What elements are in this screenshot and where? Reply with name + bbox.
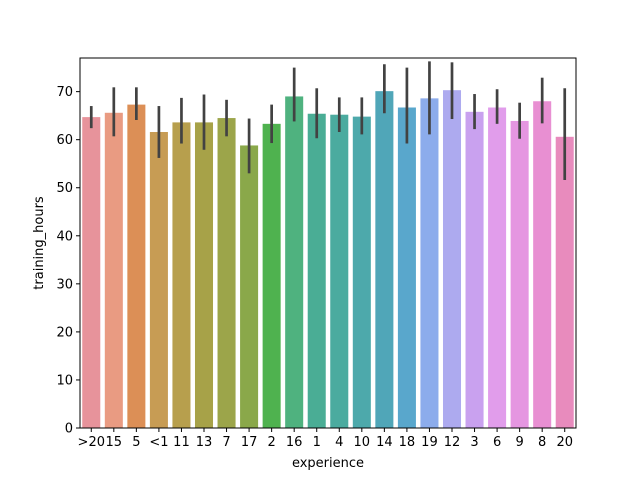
x-tick-label-15: 19 <box>421 435 438 450</box>
bar-17 <box>465 111 484 429</box>
y-tick-label-5: 50 <box>56 181 73 196</box>
bar-5 <box>194 122 214 428</box>
x-tick-label-2: 5 <box>132 435 140 450</box>
bar-19 <box>510 120 529 428</box>
bar-11 <box>330 114 349 429</box>
bar-3 <box>149 132 168 428</box>
x-tick-label-10: 1 <box>313 435 321 450</box>
x-axis: >20 15 5 <1 11 13 7 17 2 16 1 4 10 14 18 19 12 3 6 9 8 20 <box>78 428 573 450</box>
bar-6 <box>217 118 236 428</box>
x-tick-label-18: 6 <box>493 435 501 450</box>
x-tick-label-4: 11 <box>173 435 190 450</box>
x-tick-label-20: 8 <box>538 435 546 450</box>
x-tick-label-5: 13 <box>196 435 213 450</box>
bar-20 <box>533 101 552 428</box>
x-tick-label-11: 4 <box>335 435 343 450</box>
x-tick-label-12: 10 <box>354 435 371 450</box>
y-tick-label-0: 0 <box>65 422 73 437</box>
error-bars-group <box>89 61 567 181</box>
y-tick-label-4: 40 <box>56 229 73 244</box>
x-tick-label-19: 9 <box>515 435 523 450</box>
x-tick-label-21: 20 <box>556 435 573 450</box>
bar-8 <box>262 123 281 428</box>
bars-group <box>82 90 574 429</box>
bar-21 <box>555 136 574 429</box>
plot-frame <box>79 57 577 429</box>
y-axis: 0 10 20 30 40 50 60 70 <box>56 85 80 437</box>
x-tick-label-17: 3 <box>470 435 478 450</box>
bar-7 <box>240 145 259 429</box>
y-tick-label-3: 30 <box>56 277 73 292</box>
y-tick-label-7: 70 <box>56 85 73 100</box>
y-axis-label: training_hours <box>32 196 47 290</box>
bar-9 <box>285 96 304 428</box>
bar-1 <box>104 112 123 428</box>
x-tick-label-6: 7 <box>222 435 230 450</box>
x-tick-label-3: <1 <box>149 435 168 450</box>
bar-15 <box>420 98 439 428</box>
bar-10 <box>307 113 326 428</box>
y-tick-label-6: 60 <box>56 133 73 148</box>
y-tick-label-2: 20 <box>56 325 73 340</box>
x-axis-label: experience <box>292 456 364 471</box>
x-tick-label-8: 2 <box>267 435 275 450</box>
bar-13 <box>375 91 394 428</box>
x-tick-label-9: 16 <box>286 435 303 450</box>
bar-18 <box>488 107 507 429</box>
x-tick-label-13: 14 <box>376 435 393 450</box>
y-tick-label-1: 10 <box>56 373 73 388</box>
bar-16 <box>442 90 462 429</box>
bar-4 <box>172 122 191 428</box>
x-tick-label-16: 12 <box>444 435 461 450</box>
bar-12 <box>352 116 371 428</box>
bar-14 <box>397 107 416 429</box>
bar-2 <box>127 104 146 429</box>
x-tick-label-7: 17 <box>241 435 258 450</box>
x-tick-label-1: 15 <box>106 435 123 450</box>
x-tick-label-14: 18 <box>399 435 416 450</box>
x-tick-label-0: >20 <box>78 435 105 450</box>
bar-0 <box>82 117 101 429</box>
